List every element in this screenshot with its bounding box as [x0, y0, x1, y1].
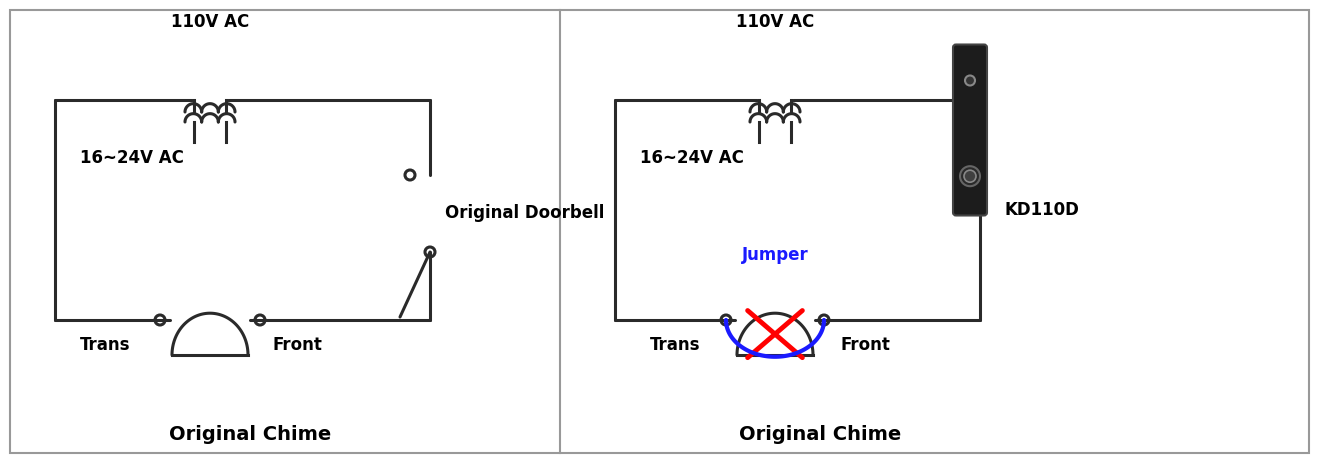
Text: Jumper: Jumper [741, 246, 809, 264]
Text: Front: Front [840, 336, 890, 354]
Circle shape [960, 166, 980, 186]
Circle shape [964, 170, 976, 182]
Text: 110V AC: 110V AC [736, 13, 814, 31]
Text: Trans: Trans [79, 336, 131, 354]
Text: 110V AC: 110V AC [171, 13, 249, 31]
Circle shape [966, 75, 975, 86]
Text: KD110D: KD110D [1005, 201, 1080, 219]
Text: Trans: Trans [649, 336, 700, 354]
Text: Original Chime: Original Chime [739, 425, 901, 444]
Text: Original Chime: Original Chime [169, 425, 331, 444]
FancyBboxPatch shape [954, 44, 987, 215]
Text: Front: Front [272, 336, 322, 354]
Text: 16~24V AC: 16~24V AC [640, 149, 744, 167]
Text: 16~24V AC: 16~24V AC [80, 149, 183, 167]
Text: Original Doorbell: Original Doorbell [445, 204, 604, 222]
